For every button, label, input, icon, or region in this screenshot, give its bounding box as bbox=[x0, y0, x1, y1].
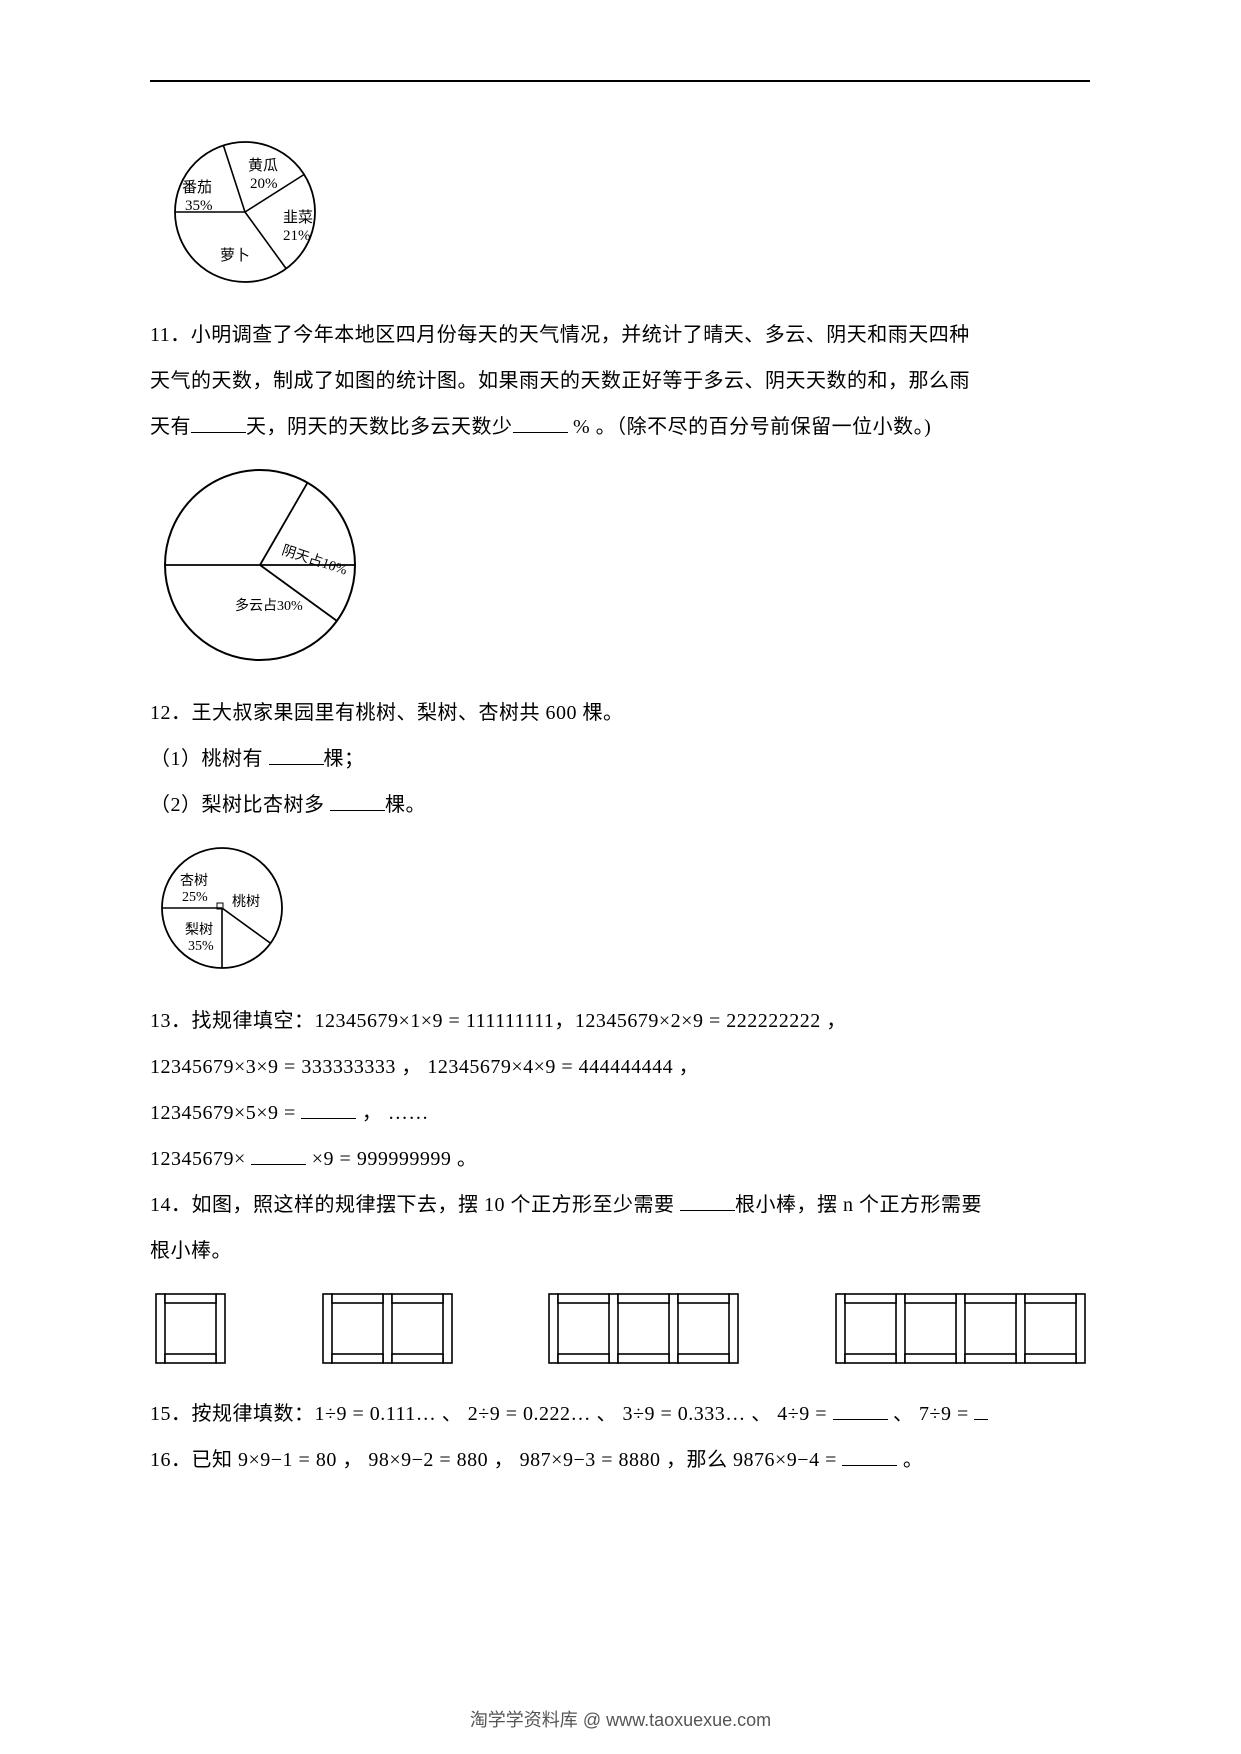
q13-line3: 12345679×5×9 = ， …… bbox=[150, 1090, 1091, 1136]
q13-l4a: 12345679× bbox=[150, 1148, 251, 1170]
svg-text:杏树: 杏树 bbox=[180, 873, 208, 889]
top-rule bbox=[150, 80, 1090, 82]
q12-sub2-post: 棵。 bbox=[385, 794, 426, 816]
q13-l4b: ×9 = 999999999 。 bbox=[306, 1148, 477, 1170]
q10-pie-chart: 黄瓜 20% 韭菜 21% 萝卜 番茄 35% bbox=[150, 122, 1091, 292]
q15-mid: 、 7÷9 = bbox=[888, 1403, 975, 1425]
blank bbox=[974, 1399, 988, 1420]
q11-line2: 天气的天数，制成了如图的统计图。如果雨天的天数正好等于多云、阴天天数的和，那么雨 bbox=[150, 358, 1091, 404]
q16-line: 16．已知 9×9−1 = 80 ， 98×9−2 = 880 ， 987×9−… bbox=[150, 1437, 1091, 1483]
page-footer: 淘学学资料库 @ www.taoxuexue.com bbox=[0, 1706, 1241, 1732]
blank bbox=[513, 412, 568, 433]
blank bbox=[251, 1144, 306, 1165]
q14-line1: 14．如图，照这样的规律摆下去，摆 10 个正方形至少需要 根小棒，摆 n 个正… bbox=[150, 1182, 1091, 1228]
q12-sub1-pre: （1）桃树有 bbox=[150, 748, 269, 770]
svg-text:萝卜: 萝卜 bbox=[220, 247, 250, 264]
squares-1 bbox=[150, 1288, 231, 1369]
q11-l3c: % 。（除不尽的百分号前保留一位小数。) bbox=[568, 416, 932, 438]
q15-pre: 15．按规律填数：1÷9 = 0.111… 、 2÷9 = 0.222… 、 3… bbox=[150, 1403, 833, 1425]
q11-line3: 天有 天，阴天的天数比多云天数少 % 。（除不尽的百分号前保留一位小数。) bbox=[150, 404, 1091, 450]
q12-sub2: （2）梨树比杏树多 棵。 bbox=[150, 782, 1091, 828]
q16-post: 。 bbox=[897, 1449, 923, 1471]
blank bbox=[330, 790, 385, 811]
q14-l1a: 14．如图，照这样的规律摆下去，摆 10 个正方形至少需要 bbox=[150, 1194, 680, 1216]
svg-text:梨树: 梨树 bbox=[185, 922, 213, 938]
svg-text:番茄: 番茄 bbox=[182, 179, 212, 196]
q12-line1: 12．王大叔家果园里有桃树、梨树、杏树共 600 棵。 bbox=[150, 690, 1091, 736]
svg-text:阴天占10%: 阴天占10% bbox=[280, 542, 350, 578]
q11-l3b: 天，阴天的天数比多云天数少 bbox=[246, 416, 513, 438]
q15-line: 15．按规律填数：1÷9 = 0.111… 、 2÷9 = 0.222… 、 3… bbox=[150, 1391, 1091, 1437]
q12-sub1-post: 棵； bbox=[324, 748, 365, 770]
svg-text:35%: 35% bbox=[185, 198, 213, 214]
q13-l3b: ， …… bbox=[356, 1102, 429, 1124]
svg-text:20%: 20% bbox=[250, 176, 278, 192]
blank bbox=[833, 1399, 888, 1420]
svg-text:25%: 25% bbox=[182, 890, 208, 905]
blank bbox=[301, 1098, 356, 1119]
q11-pie-chart: 阴天占10% 多云占30% bbox=[150, 460, 1091, 670]
svg-text:21%: 21% bbox=[283, 228, 311, 244]
q13-l3a: 12345679×5×9 = bbox=[150, 1102, 301, 1124]
squares-4 bbox=[830, 1288, 1091, 1369]
blank bbox=[842, 1445, 897, 1466]
squares-3 bbox=[543, 1288, 744, 1369]
q16-pre: 16．已知 9×9−1 = 80 ， 98×9−2 = 880 ， 987×9−… bbox=[150, 1449, 842, 1471]
svg-text:韭菜: 韭菜 bbox=[283, 209, 313, 226]
blank bbox=[680, 1190, 735, 1211]
q14-line2: 根小棒。 bbox=[150, 1228, 1091, 1274]
blank bbox=[191, 412, 246, 433]
svg-text:多云占30%: 多云占30% bbox=[235, 597, 303, 614]
q12-sub2-pre: （2）梨树比杏树多 bbox=[150, 794, 330, 816]
squares-2 bbox=[317, 1288, 458, 1369]
q13-line1: 13．找规律填空：12345679×1×9 = 111111111，123456… bbox=[150, 998, 1091, 1044]
page: 黄瓜 20% 韭菜 21% 萝卜 番茄 35% 11．小明调查了今年本地区四月份每天的天气情… bbox=[0, 0, 1241, 1754]
q12-sub1: （1）桃树有 棵； bbox=[150, 736, 1091, 782]
svg-text:35%: 35% bbox=[188, 939, 214, 954]
q11-l3a: 天有 bbox=[150, 416, 191, 438]
q13-line2: 12345679×3×9 = 333333333 ， 12345679×4×9 … bbox=[150, 1044, 1091, 1090]
q12-pie-chart: 杏树25% 桃树梨树35% bbox=[150, 838, 1091, 978]
svg-text:黄瓜: 黄瓜 bbox=[248, 157, 278, 174]
q14-squares-figure bbox=[150, 1288, 1091, 1369]
q13-line4: 12345679× ×9 = 999999999 。 bbox=[150, 1136, 1091, 1182]
q14-l1b: 根小棒，摆 n 个正方形需要 bbox=[735, 1194, 982, 1216]
svg-text:桃树: 桃树 bbox=[232, 894, 260, 910]
blank bbox=[269, 744, 324, 765]
q11-line1: 11．小明调查了今年本地区四月份每天的天气情况，并统计了晴天、多云、阴天和雨天四… bbox=[150, 312, 1091, 358]
